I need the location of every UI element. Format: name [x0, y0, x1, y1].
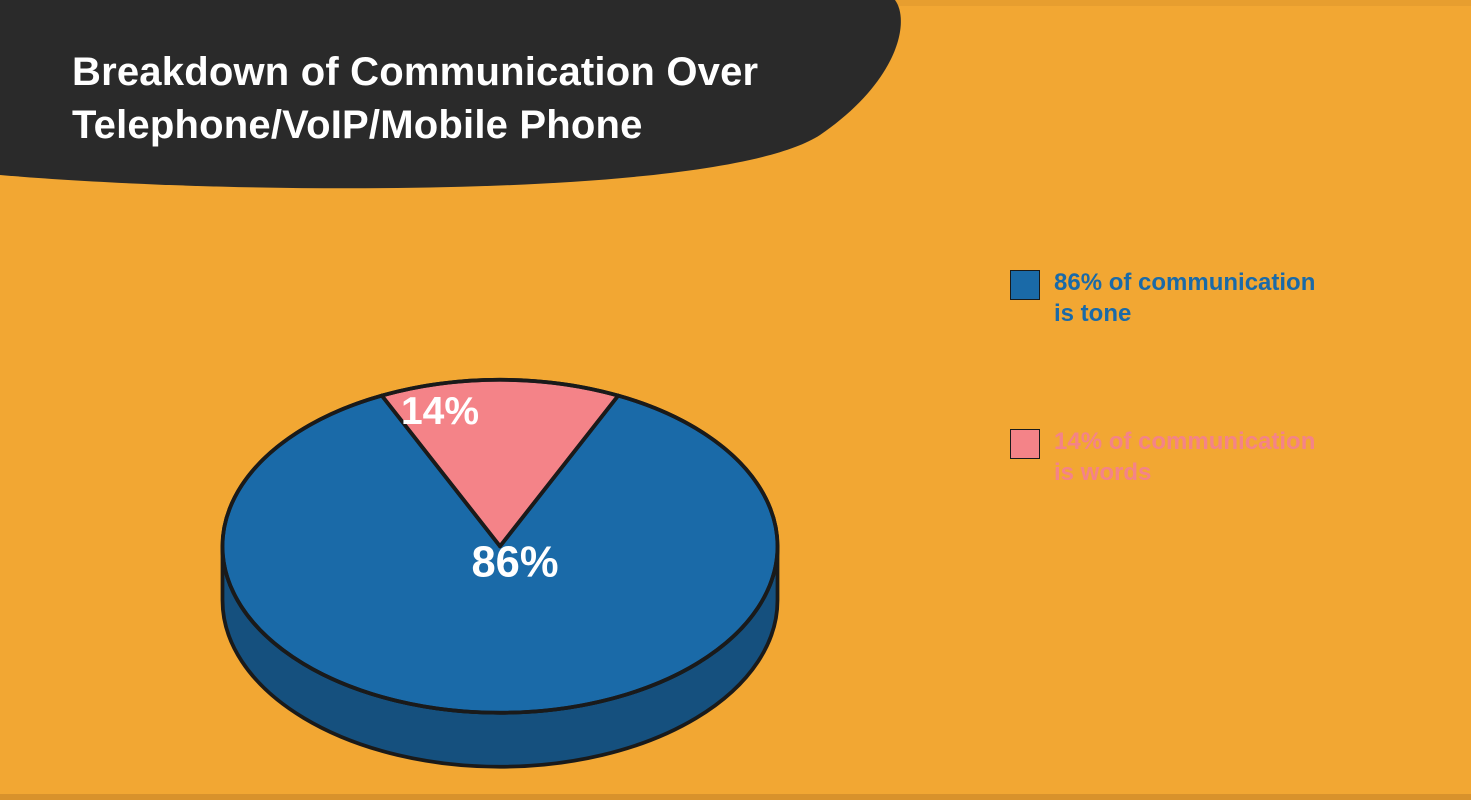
legend-swatch-words — [1010, 429, 1040, 459]
infographic-canvas: Breakdown of Communication Over Telephon… — [0, 0, 1471, 800]
legend: 86% of communication is tone 14% of comm… — [1010, 268, 1410, 587]
pie-label-words: 14% — [401, 390, 479, 433]
legend-text-tone: 86% of communication is tone — [1054, 268, 1315, 329]
pie-chart: 86% 14% — [100, 190, 900, 790]
title-line1: Breakdown of Communication Over — [72, 50, 758, 94]
legend-swatch-tone — [1010, 270, 1040, 300]
title-line2: Telephone/VoIP/Mobile Phone — [72, 103, 643, 147]
pie-label-tone: 86% — [471, 538, 558, 586]
legend-item-tone: 86% of communication is tone — [1010, 268, 1410, 329]
legend-item-words: 14% of communication is words — [1010, 427, 1410, 488]
legend-text-words: 14% of communication is words — [1054, 427, 1315, 488]
page-title: Breakdown of Communication Over Telephon… — [72, 46, 758, 152]
